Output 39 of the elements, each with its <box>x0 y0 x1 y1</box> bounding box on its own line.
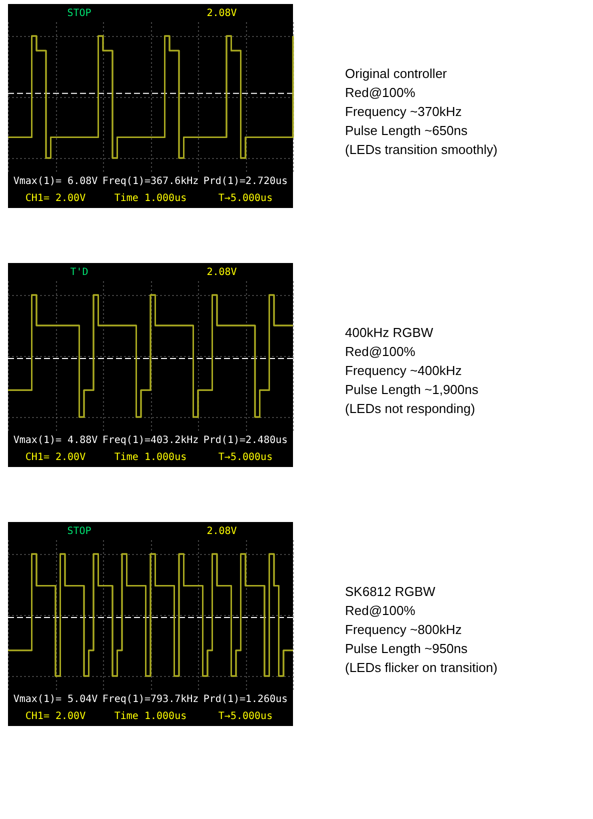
text: SK6812 RGBW <box>345 584 436 599</box>
text: T→5.000us <box>218 452 273 463</box>
text: Pulse Length ~1,900ns <box>345 382 479 397</box>
text: Freq(1)=403.2kHz <box>102 435 199 446</box>
text: 2.08V <box>206 8 237 19</box>
text: Time 1.000us <box>114 711 187 722</box>
text: Pulse Length ~650ns <box>345 123 468 138</box>
text: (LEDs transition smoothly) <box>345 142 498 157</box>
text: T→5.000us <box>218 193 273 204</box>
text: Prd(1)=1.260us <box>203 694 288 705</box>
text: Prd(1)=2.480us <box>203 435 288 446</box>
text: CH1= 2.00V <box>25 193 86 204</box>
text: (LEDs flicker on transition) <box>345 660 498 675</box>
text: STOP <box>67 526 92 537</box>
text: (LEDs not responding) <box>345 401 476 416</box>
text: Prd(1)=2.720us <box>203 176 288 187</box>
text: Frequency ~400kHz <box>345 363 462 378</box>
text: Freq(1)=793.7kHz <box>102 694 199 705</box>
text: Vmax(1)= 4.88V <box>13 435 98 446</box>
text: 2.08V <box>206 267 237 278</box>
text: Pulse Length ~950ns <box>345 641 468 656</box>
text: Vmax(1)= 5.04V <box>13 694 98 705</box>
text: CH1= 2.00V <box>25 711 86 722</box>
text: 400kHz RGBW <box>345 325 434 340</box>
text: T'D <box>70 267 88 278</box>
text: CH1= 2.00V <box>25 452 86 463</box>
text: Original controller <box>345 66 448 81</box>
text: Time 1.000us <box>114 193 187 204</box>
text: Red@100% <box>345 344 416 359</box>
text: Frequency ~370kHz <box>345 104 462 119</box>
text: Time 1.000us <box>114 452 187 463</box>
text: STOP <box>67 8 92 19</box>
text: Vmax(1)= 6.08V <box>13 176 98 187</box>
text: Freq(1)=367.6kHz <box>102 176 199 187</box>
text: Frequency ~800kHz <box>345 622 462 637</box>
text: Red@100% <box>345 603 416 618</box>
text: Red@100% <box>345 85 416 100</box>
text: T→5.000us <box>218 711 273 722</box>
text: 2.08V <box>206 526 237 537</box>
